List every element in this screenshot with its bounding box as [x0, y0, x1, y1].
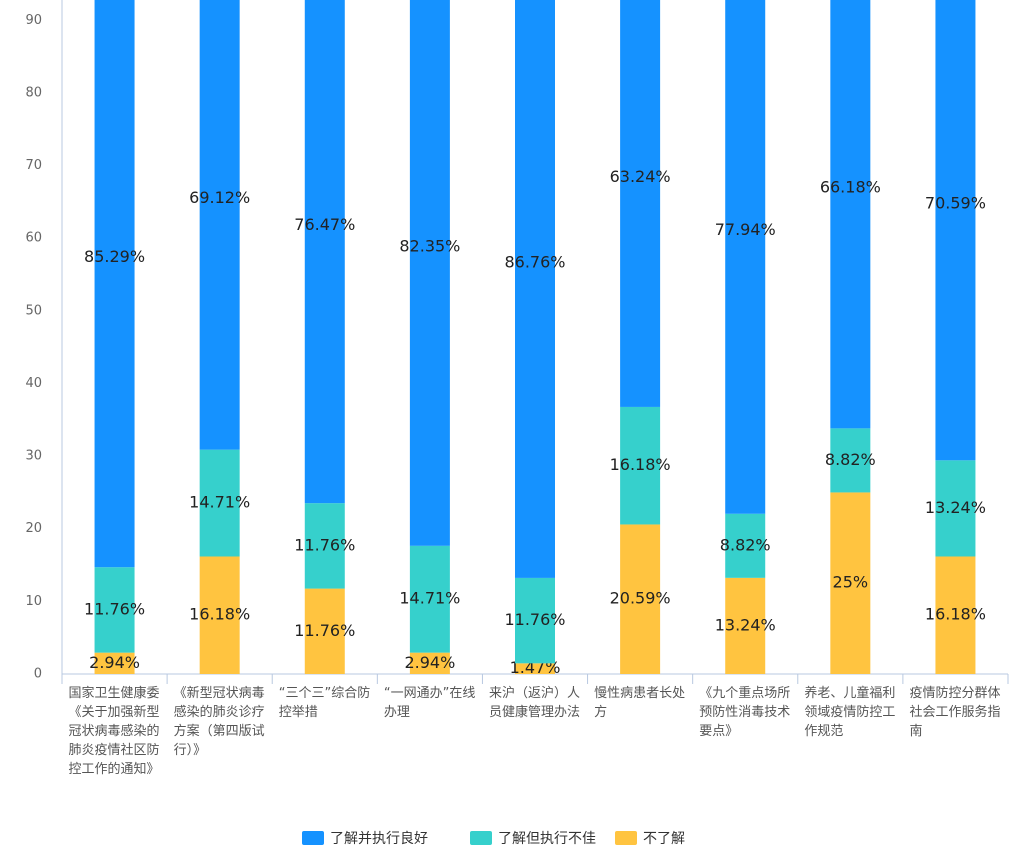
- bar-segment: [304, 588, 345, 674]
- bar-segment: [515, 0, 555, 578]
- legend-swatch: [615, 831, 637, 845]
- bar-segment: [830, 428, 871, 493]
- data-label: 63.24%: [610, 167, 671, 186]
- y-tick-label: 30: [25, 449, 42, 464]
- bar-segment: [725, 0, 766, 514]
- y-tick-label: 90: [25, 13, 42, 28]
- x-tick-label: 《九个重点场所预防性消毒技术要点》: [699, 686, 791, 739]
- x-tick-label: 来沪（返沪）人员健康管理办法: [489, 686, 581, 720]
- bar-segment: [199, 449, 240, 557]
- bar-segment: [304, 0, 345, 504]
- legend-swatch: [470, 831, 492, 845]
- x-tick-label: 养老、儿童福利领域疫情防控工作规范: [804, 686, 896, 739]
- bar-segment: [94, 567, 135, 653]
- data-label: 13.24%: [715, 615, 776, 634]
- data-label: 25%: [833, 573, 869, 592]
- bar-segment: [620, 524, 661, 674]
- y-tick-label: 60: [25, 231, 42, 246]
- y-tick-label: 0: [34, 667, 42, 682]
- bar-segment: [304, 503, 345, 589]
- data-label: 13.24%: [925, 498, 986, 517]
- legend-label: 了解并执行良好: [330, 831, 428, 847]
- data-label: 8.82%: [720, 535, 771, 554]
- legend-label: 不了解: [643, 831, 685, 847]
- x-tick-label: “一网通办”在线办理: [383, 686, 476, 720]
- bar-segment: [830, 492, 871, 674]
- bar-segment: [620, 0, 661, 407]
- legend-swatch: [302, 831, 324, 845]
- y-tick-label: 50: [25, 303, 42, 318]
- data-label: 16.18%: [925, 605, 986, 624]
- data-label: 66.18%: [820, 178, 881, 197]
- x-tick-label: 慢性病患者长处方: [594, 686, 686, 720]
- data-label: 11.76%: [294, 535, 355, 554]
- bar-segment: [935, 0, 976, 461]
- bar-segment: [935, 556, 976, 674]
- bar-segment: [725, 513, 766, 578]
- data-label: 11.76%: [294, 621, 355, 640]
- x-tick-label: “三个三”综合防控举措: [278, 686, 371, 720]
- legend-label: 了解但执行不佳: [498, 831, 596, 847]
- bar-segment: [515, 577, 555, 664]
- data-label: 86.76%: [504, 252, 565, 271]
- data-label: 76.47%: [294, 215, 355, 234]
- x-tick-label: 疫情防控分群体社会工作服务指南: [909, 686, 1001, 739]
- data-label: 69.12%: [189, 188, 250, 207]
- bar-segment: [830, 0, 871, 429]
- data-label: 20.59%: [610, 589, 671, 608]
- bar-segment: [409, 652, 450, 674]
- data-label: 82.35%: [399, 236, 460, 255]
- x-tick-label: 国家卫生健康委《关于加强新型冠状病毒感染的肺炎疫情社区防控工作的通知》: [68, 686, 160, 777]
- data-label: 77.94%: [715, 220, 776, 239]
- bar-segment: [620, 406, 661, 525]
- bar-segment: [199, 0, 240, 450]
- bar-segment: [199, 556, 240, 674]
- y-tick-label: 80: [25, 85, 42, 100]
- bar-segment: [515, 663, 555, 674]
- data-label: 2.94%: [404, 653, 455, 672]
- y-tick-label: 10: [25, 594, 42, 609]
- data-label: 14.71%: [399, 589, 460, 608]
- bar-segment: [725, 577, 766, 674]
- bar-segment: [94, 0, 135, 568]
- data-label: 14.71%: [189, 493, 250, 512]
- data-label: 16.18%: [189, 605, 250, 624]
- bar-segment: [409, 0, 450, 546]
- data-label: 11.76%: [84, 599, 145, 618]
- data-label: 85.29%: [84, 247, 145, 266]
- y-tick-label: 40: [25, 376, 42, 391]
- bar-segment: [94, 652, 135, 674]
- data-label: 8.82%: [825, 450, 876, 469]
- x-tick-label: 《新型冠状病毒感染的肺炎诊疗方案（第四版试行）》: [173, 686, 265, 758]
- y-tick-label: 20: [25, 521, 42, 536]
- y-tick-label: 70: [25, 158, 42, 173]
- data-label: 2.94%: [89, 653, 140, 672]
- data-label: 16.18%: [610, 455, 671, 474]
- data-label: 11.76%: [504, 610, 565, 629]
- bar-segment: [409, 545, 450, 653]
- bar-segment: [935, 460, 976, 557]
- data-label: 70.59%: [925, 193, 986, 212]
